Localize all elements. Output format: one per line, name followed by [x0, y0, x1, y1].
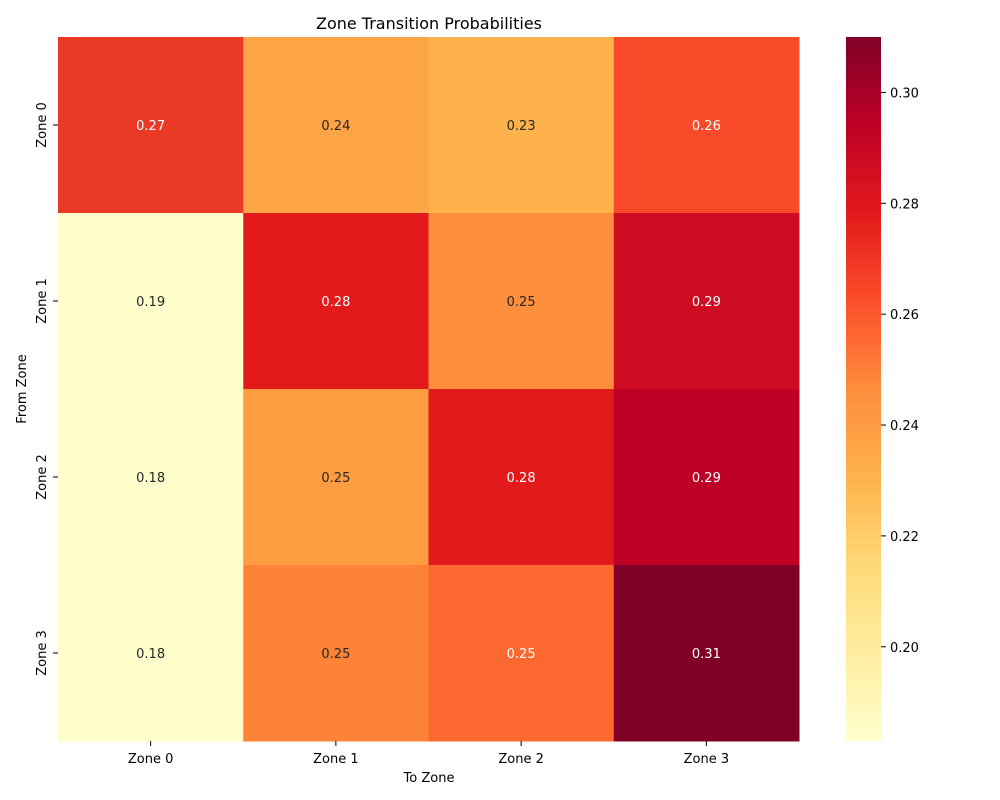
heatmap-cell — [243, 213, 429, 390]
heatmap-cell — [428, 213, 615, 390]
heatmap-cell — [58, 213, 244, 390]
y-tick-label: Zone 2 — [35, 454, 50, 500]
colorbar: 0.20 0.22 0.24 0.26 0.28 0.30 — [846, 37, 919, 741]
x-tick-label: Zone 3 — [684, 752, 730, 767]
colorbar-tick-label: 0.22 — [890, 530, 919, 545]
cell-annotation: 0.31 — [692, 647, 721, 662]
heatmap-cell — [428, 389, 615, 566]
heatmap-cell — [428, 37, 615, 214]
colorbar-tick-label: 0.24 — [890, 419, 919, 434]
y-axis-ticks: Zone 0 Zone 1 Zone 2 Zone 3 — [35, 102, 58, 676]
colorbar-tick-label: 0.20 — [890, 641, 919, 656]
heatmap-cell — [58, 389, 244, 566]
cell-annotation: 0.25 — [507, 647, 536, 662]
heatmap-cell — [58, 565, 244, 742]
colorbar-tick-label: 0.26 — [890, 308, 919, 323]
cell-annotation: 0.28 — [507, 471, 536, 486]
heatmap-cell — [243, 389, 429, 566]
cell-annotation: 0.26 — [692, 119, 721, 134]
chart-title: Zone Transition Probabilities — [316, 14, 542, 33]
cell-annotation: 0.29 — [692, 471, 721, 486]
cell-annotation: 0.18 — [136, 647, 165, 662]
x-axis-ticks: Zone 0 Zone 1 Zone 2 Zone 3 — [128, 741, 729, 767]
colorbar-tick-label: 0.28 — [890, 197, 919, 212]
heatmap-cell — [613, 213, 800, 390]
x-tick-label: Zone 2 — [498, 752, 544, 767]
heatmap-cell — [428, 565, 615, 742]
heatmap-cell — [243, 565, 429, 742]
cell-annotation: 0.25 — [507, 295, 536, 310]
x-tick-label: Zone 0 — [128, 752, 174, 767]
colorbar-gradient — [846, 37, 881, 741]
cell-annotation: 0.25 — [321, 471, 350, 486]
heatmap-cells — [58, 37, 800, 742]
heatmap-cell — [58, 37, 244, 214]
cell-annotation: 0.18 — [136, 471, 165, 486]
cell-annotation: 0.29 — [692, 295, 721, 310]
y-tick-label: Zone 1 — [35, 278, 50, 324]
heatmap-cell — [613, 565, 800, 742]
heatmap-cell — [613, 37, 800, 214]
colorbar-ticks: 0.20 0.22 0.24 0.26 0.28 0.30 — [881, 86, 919, 656]
cell-annotation: 0.24 — [321, 119, 350, 134]
cell-annotations: 0.27 0.24 0.23 0.26 0.19 0.28 0.25 0.29 0.18 0.25… — [136, 119, 721, 662]
y-axis-label: From Zone — [15, 354, 30, 423]
cell-annotation: 0.27 — [136, 119, 165, 134]
heatmap-cell — [613, 389, 800, 566]
cell-annotation: 0.25 — [321, 647, 350, 662]
cell-annotation: 0.23 — [507, 119, 536, 134]
cell-annotation: 0.28 — [321, 295, 350, 310]
x-axis-label: To Zone — [403, 771, 455, 786]
cell-annotation: 0.19 — [136, 295, 165, 310]
colorbar-tick-label: 0.30 — [890, 86, 919, 101]
y-tick-label: Zone 0 — [35, 102, 50, 148]
y-tick-label: Zone 3 — [35, 630, 50, 676]
heatmap-cell — [243, 37, 429, 214]
x-tick-label: Zone 1 — [313, 752, 359, 767]
